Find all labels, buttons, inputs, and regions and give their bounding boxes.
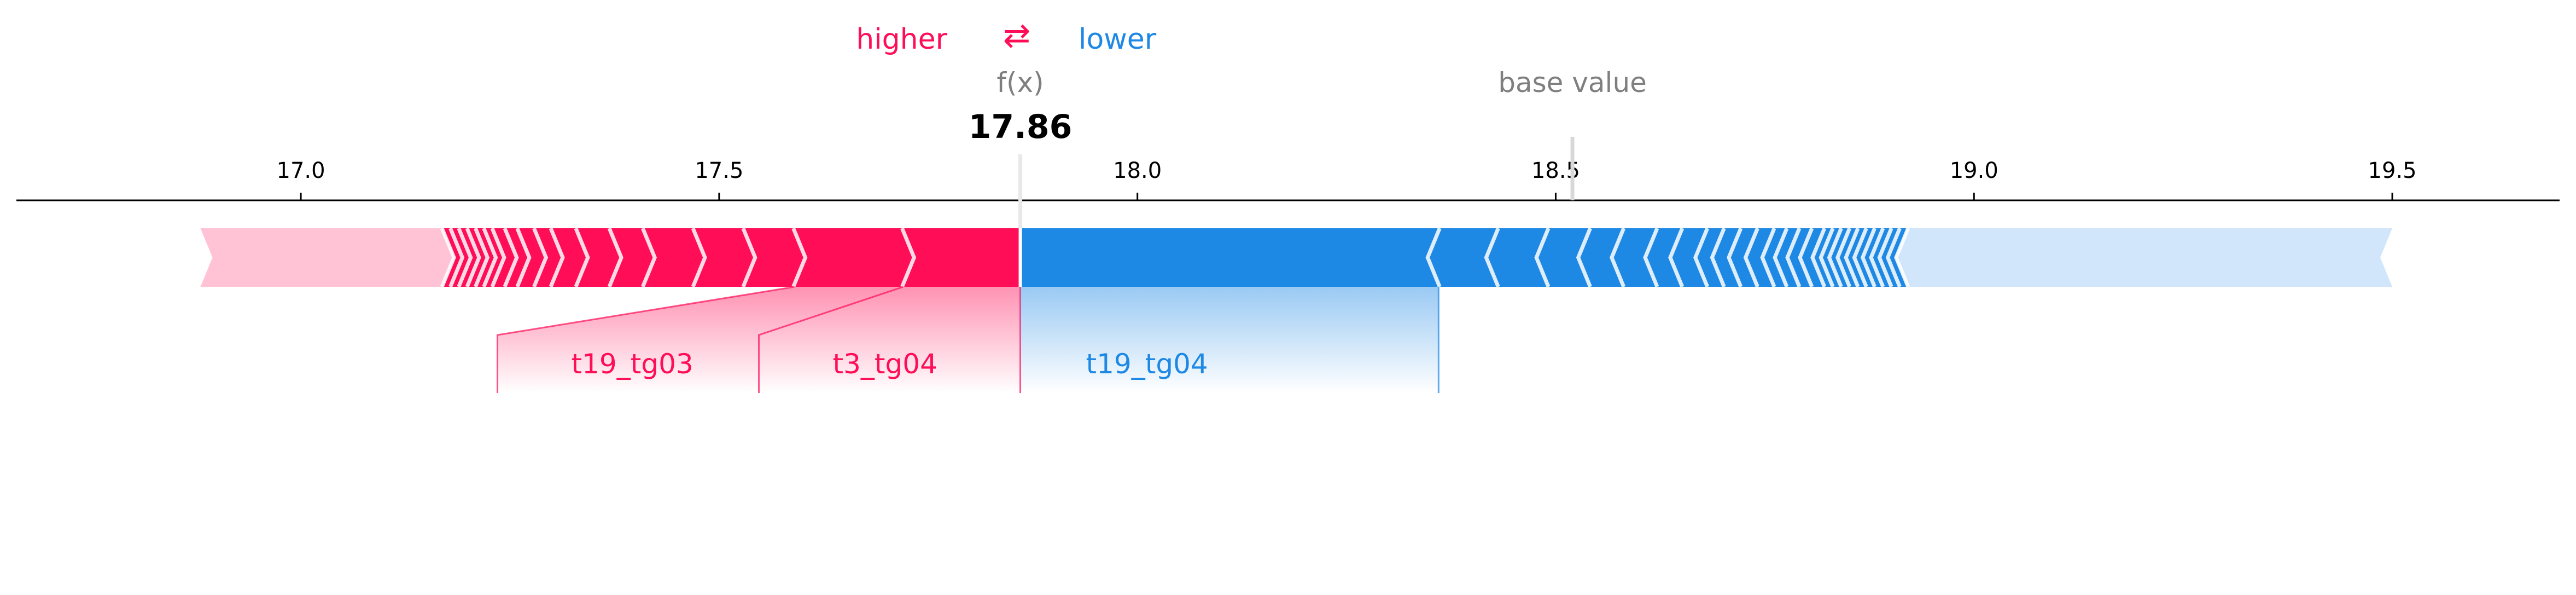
output-value: 17.86	[969, 108, 1073, 146]
feature-label: t19_tg04	[1086, 348, 1208, 380]
output-label: f(x)	[996, 67, 1044, 99]
negative-force-segment	[1020, 228, 1439, 287]
negative-segment-separator	[1798, 227, 1814, 288]
positive-force-segment	[794, 228, 916, 287]
positive-segment-separator	[503, 227, 519, 288]
negative-segment-separator	[1894, 227, 1910, 288]
positive-segment-separator	[490, 227, 506, 288]
positive-segment-separator	[900, 227, 917, 288]
positive-segment-separator	[474, 227, 490, 288]
legend-higher-label: higher	[856, 23, 947, 56]
negative-segment-separator	[1693, 227, 1710, 288]
legend-direction-arrow-icon: ⇄	[1003, 16, 1030, 55]
positive-segment-separator	[457, 227, 473, 288]
positive-tail-segment	[200, 228, 456, 287]
positive-segment-separator	[741, 227, 757, 288]
negative-force-segment	[1610, 228, 1657, 287]
negative-segment-separator	[1743, 227, 1759, 288]
positive-segment-separator	[640, 227, 657, 288]
negative-segment-separator	[1576, 227, 1592, 288]
x-axis-ticks: 17.0 17.5 18.0 18.5 19.0 19.5	[277, 158, 2417, 200]
positive-segment-separator	[574, 227, 590, 288]
positive-segment-separator	[549, 227, 565, 288]
feature-label-highlight	[1020, 287, 1439, 393]
positive-force-segment	[644, 228, 706, 287]
feature-label-highlight	[497, 287, 904, 393]
negative-segment-separator	[1710, 227, 1726, 288]
negative-segment-separator	[1643, 227, 1659, 288]
negative-segment-separator	[1852, 227, 1868, 288]
positive-force-segment	[693, 228, 756, 287]
negative-force-segment	[1644, 228, 1681, 287]
negative-segment-separator	[1425, 227, 1442, 288]
negative-segment-separator	[1885, 227, 1902, 288]
negative-segment-separator	[1785, 227, 1802, 288]
negative-force-segment	[1669, 228, 1706, 287]
positive-segment-separator	[465, 227, 481, 288]
feature-label: t19_tg03	[572, 348, 693, 380]
x-tick-label: 17.5	[695, 158, 743, 183]
negative-force-segment	[1535, 228, 1589, 287]
positive-segment-separator	[440, 227, 456, 288]
negative-force-segment	[1485, 228, 1548, 287]
negative-segment-separator	[1773, 227, 1789, 288]
x-tick-label: 18.0	[1113, 158, 1162, 183]
x-tick-label: 17.0	[277, 158, 325, 183]
positive-segment-separator	[515, 227, 532, 288]
feature-label-connector	[497, 286, 795, 393]
positive-force-segment	[576, 228, 623, 287]
negative-segment-separator	[1534, 227, 1551, 288]
x-axis: 17.0 17.5 18.0 18.5 19.0 19.5	[16, 158, 2560, 201]
positive-segment-separator	[691, 227, 707, 288]
negative-segment-separator	[1810, 227, 1827, 288]
negative-segment-separator	[1610, 227, 1626, 288]
negative-segment-separator	[1760, 227, 1776, 288]
positive-force-segment	[744, 228, 807, 287]
positive-segment-separator	[532, 227, 549, 288]
x-tick-label: 19.0	[1950, 158, 1998, 183]
feature-label: t3_tg04	[833, 348, 937, 380]
feature-labels: t3_tg04 t19_tg03 t19_tg04	[497, 286, 1439, 393]
base-value-label: base value	[1498, 67, 1647, 99]
negative-tail-segment	[1895, 228, 2393, 287]
negative-segment-separator	[1484, 227, 1500, 288]
positive-force-segment	[551, 228, 589, 287]
negative-segment-separator	[1827, 227, 1843, 288]
negative-segment-separator	[1860, 227, 1876, 288]
negative-segment-separator	[1835, 227, 1852, 288]
negative-segment-separator	[1869, 227, 1885, 288]
negative-segment-separator	[1668, 227, 1685, 288]
positive-segment-separator	[791, 227, 808, 288]
positive-segment-separator	[482, 227, 498, 288]
legend-lower-label: lower	[1079, 23, 1157, 56]
negative-force-segment	[1426, 228, 1497, 287]
negative-force-segment	[1577, 228, 1623, 287]
positive-segment-separator	[607, 227, 623, 288]
positive-force-segment	[903, 228, 1021, 287]
positive-segment-separator	[448, 227, 465, 288]
negative-segment-separator	[1819, 227, 1835, 288]
x-tick-label: 19.5	[2368, 158, 2417, 183]
negative-segment-separator	[1877, 227, 1893, 288]
positive-force-segment	[610, 228, 656, 287]
negative-segment-separator	[1844, 227, 1860, 288]
negative-segment-separator	[1727, 227, 1743, 288]
force-bars	[200, 227, 2393, 288]
